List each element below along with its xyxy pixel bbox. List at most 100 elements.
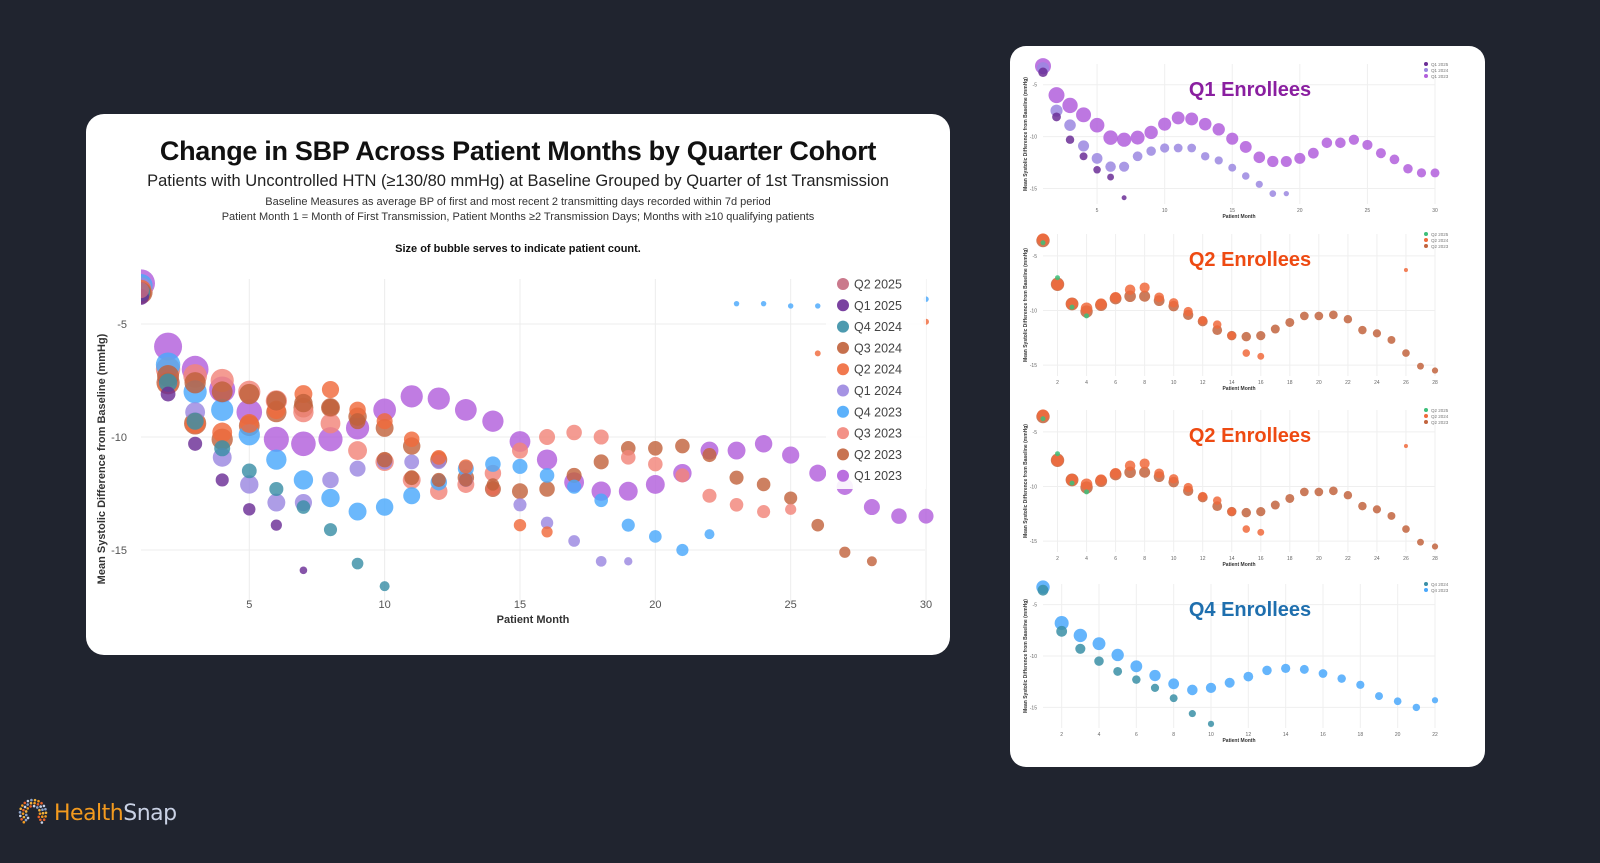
x-tick-label: 12 (1246, 732, 1252, 738)
bubble (1393, 697, 1402, 706)
bubble (1066, 297, 1078, 310)
bubble (1314, 487, 1324, 497)
legend-marker (1424, 582, 1428, 586)
bubble (785, 503, 797, 515)
legend-marker (1424, 244, 1428, 248)
bubble (539, 429, 556, 445)
bubble (1056, 625, 1068, 637)
legend-marker (837, 320, 849, 333)
legend-label: Q1 2025 (1431, 62, 1449, 67)
x-tick-label: 24 (1374, 380, 1380, 386)
logo-dot (26, 803, 29, 806)
bubble (243, 503, 256, 516)
bubble (1124, 284, 1136, 295)
bubble (1095, 298, 1107, 310)
bubble (1139, 290, 1151, 302)
grid-lines (141, 279, 927, 604)
bubble (1387, 511, 1396, 520)
bubble (1093, 166, 1101, 174)
bubble (318, 427, 343, 452)
x-tick-label: 28 (1432, 380, 1438, 386)
bubble (266, 391, 287, 411)
bubble (1075, 643, 1086, 654)
cohort-panel-4: 2 4 6 8 10 12 14 16 18 20 22 -5 -10 -15 Patient Month M… (1023, 580, 1449, 744)
bubble (160, 386, 176, 402)
logo-dot (42, 818, 46, 821)
x-tick-label: 18 (1287, 556, 1293, 562)
x-tick-label: 4 (1098, 732, 1101, 738)
bubble (154, 332, 183, 361)
y-tick-label: -10 (1030, 654, 1037, 660)
x-tick-label: 2 (1060, 732, 1063, 738)
legend-label: Q4 2023 (854, 405, 902, 419)
bubble (240, 475, 259, 494)
bubble (1187, 684, 1198, 696)
bubble (1412, 703, 1421, 712)
panel-title: Q4 Enrollees (1189, 599, 1311, 621)
bubble (1110, 467, 1121, 479)
bubble (1200, 152, 1210, 161)
y-tick-label: -5 (1033, 430, 1038, 436)
bubble (1139, 282, 1150, 293)
x-tick-label: 20 (1395, 732, 1401, 738)
logo-dot (26, 816, 30, 820)
y-tick-label: -10 (111, 432, 127, 444)
logo-dot (22, 815, 26, 819)
bubble (1069, 480, 1075, 486)
x-tick-label: 14 (1229, 380, 1235, 386)
bubble (1299, 664, 1309, 674)
bubble (754, 435, 773, 453)
bubble (809, 464, 827, 482)
bubble (1084, 489, 1090, 495)
logo-dot (35, 806, 39, 809)
logo-dot (24, 818, 28, 822)
bubble (1168, 678, 1180, 690)
x-tick-label: 26 (1403, 556, 1409, 562)
dotted-ring-logo-icon (18, 798, 48, 824)
bubble (291, 431, 316, 457)
x-axis-label: Patient Month (1222, 738, 1255, 744)
bubble (1343, 314, 1353, 324)
bubble (624, 557, 633, 566)
bubble (1117, 132, 1132, 147)
panel-series (1040, 240, 1090, 319)
bubble (158, 373, 178, 392)
bubble (1168, 298, 1179, 308)
bubble (1187, 143, 1197, 153)
bubble (323, 523, 338, 537)
bubble (1094, 656, 1104, 666)
bubble (1431, 367, 1439, 374)
panel-title: Q1 Enrollees (1189, 79, 1311, 101)
bubble (621, 518, 635, 532)
bubble (594, 493, 608, 508)
bubble (349, 401, 366, 419)
legend-marker (837, 384, 849, 397)
x-tick-label: 26 (1403, 380, 1409, 386)
bubble (1285, 493, 1295, 503)
bubble (1241, 331, 1252, 342)
bubble (648, 456, 663, 472)
bubble (267, 493, 286, 512)
bubble (214, 440, 231, 457)
bubble (593, 454, 609, 470)
legend-label: Q2 2023 (1431, 420, 1449, 425)
bubble (1403, 163, 1413, 174)
logo-dot (33, 801, 36, 805)
x-tick-label: 16 (1258, 556, 1264, 562)
logo-dot (21, 812, 25, 815)
logo-dot (38, 812, 42, 815)
chart-subtitle: Patients with Uncontrolled HTN (≥130/80 … (147, 172, 889, 190)
legend-marker (837, 363, 849, 376)
bubble (376, 451, 393, 468)
bubble (296, 500, 311, 514)
cohort-panel-2: 2 4 6 8 10 12 14 16 18 20 22 24 26 28-5-10-15Patient … (1023, 232, 1449, 392)
x-tick-label: 4 (1085, 556, 1088, 562)
bubble (1205, 682, 1217, 694)
x-tick-label: 20 (1297, 208, 1303, 214)
bubble (1358, 325, 1367, 335)
logo-dot (37, 799, 40, 803)
bubble (675, 438, 690, 454)
bubble (1343, 490, 1353, 500)
x-tick-label: 4 (1085, 380, 1088, 386)
panel-series (1036, 409, 1408, 536)
